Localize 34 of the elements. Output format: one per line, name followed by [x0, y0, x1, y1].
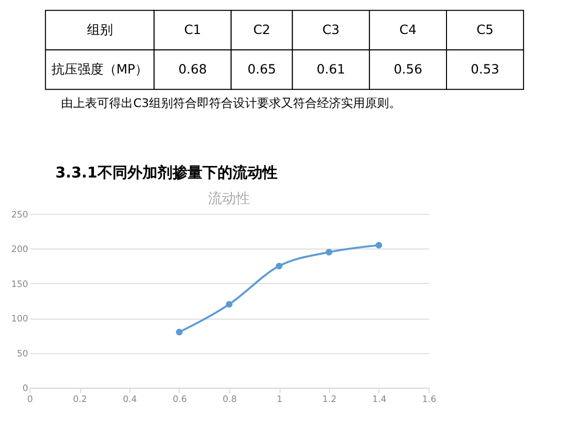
text: 0.61: [316, 62, 346, 78]
text: 3.3.1不同外加剂掺量下的流动性: [55, 163, 278, 182]
text: C4: [399, 23, 417, 38]
x-tick-label: 0.6: [172, 395, 188, 406]
text: 抗压强度（MP）: [51, 62, 148, 78]
point: [176, 328, 183, 336]
x-tick-label: 1.6: [422, 395, 437, 406]
x-tick-label: 1: [276, 395, 282, 406]
text: C5: [476, 23, 494, 38]
text: 由上表可得出C3组别符合即符合设计要求又符合经济实用原则。: [61, 96, 402, 110]
y-tick-label: 0: [22, 384, 28, 394]
text: 组别: [86, 23, 113, 38]
y-tick-label: 100: [11, 314, 28, 325]
y-tick-label: 50: [16, 349, 29, 360]
text: C3: [322, 23, 340, 38]
y-tick-label: 150: [11, 280, 28, 290]
x-tick-label: 0.8: [222, 395, 238, 406]
text: 0.65: [247, 62, 276, 78]
y-tick-label: 200: [11, 245, 28, 256]
point: [326, 248, 332, 256]
point: [226, 300, 232, 308]
point: [276, 262, 282, 270]
x-tick-label: 0.2: [72, 395, 88, 406]
text: C2: [253, 23, 270, 38]
text: 0.56: [394, 62, 422, 78]
x-tick-label: 1.4: [372, 395, 387, 406]
point: [376, 242, 382, 248]
text: C1: [184, 23, 202, 38]
y-tick-label: 250: [11, 210, 28, 220]
chart-title: 流动性: [208, 191, 250, 208]
x-tick-label: 0.4: [122, 395, 138, 406]
x-tick-label: 1.2: [322, 395, 337, 406]
text: 0.68: [178, 62, 207, 78]
text: 0.53: [470, 62, 500, 78]
